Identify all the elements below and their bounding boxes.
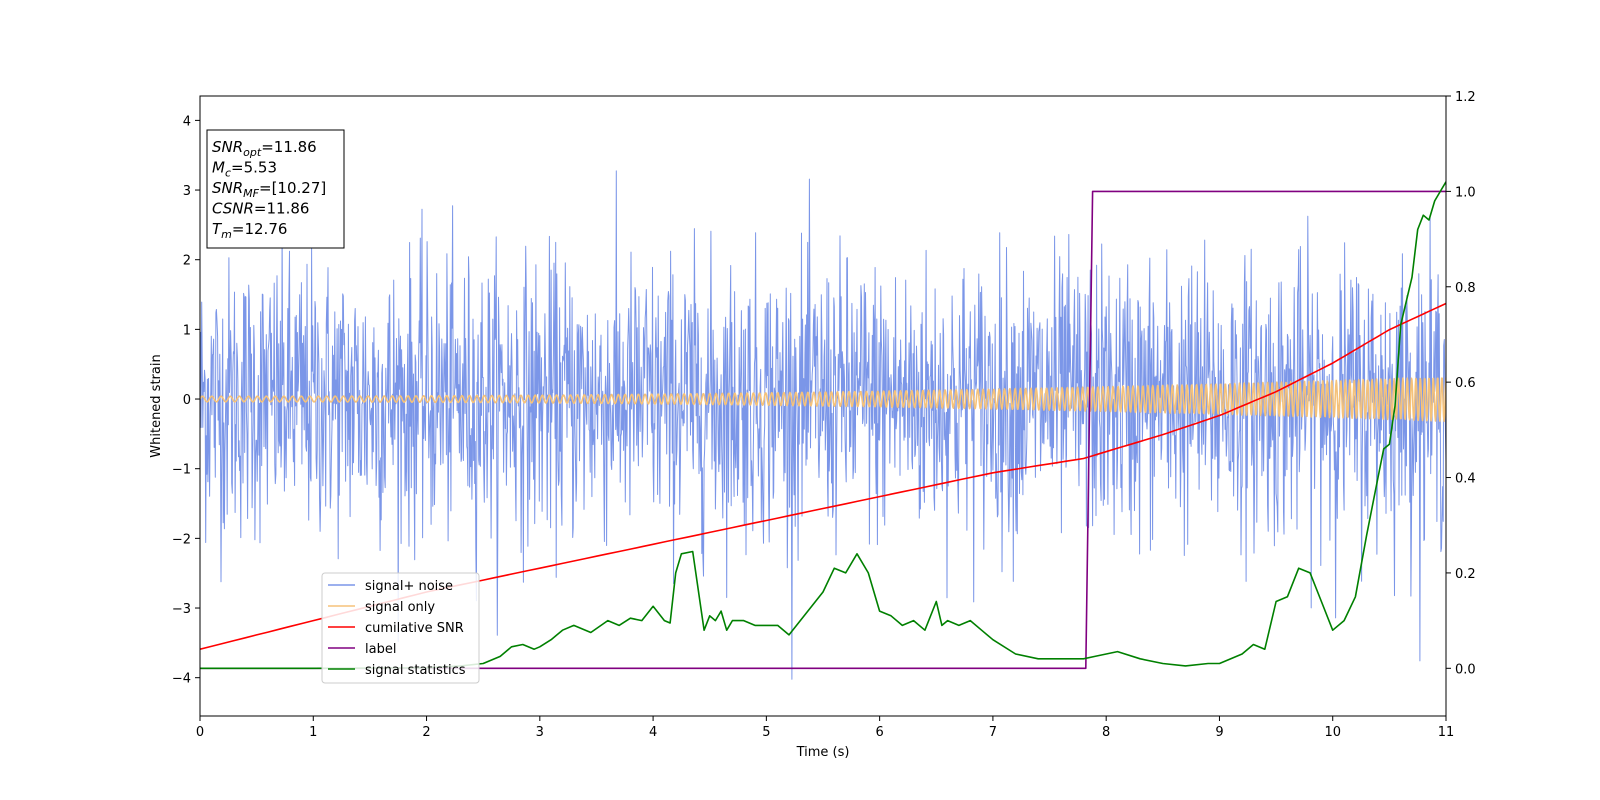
- y-axis-right: 0.0 0.2 0.4 0.6 0.8 1.0 1.2: [1446, 90, 1476, 677]
- y-tick-label: 2: [183, 254, 191, 269]
- x-tick-label: 0: [196, 725, 204, 740]
- y-tick-label: −1: [172, 463, 191, 478]
- legend: signal+ noise signal only cumilative SNR la…: [321, 572, 480, 684]
- legend-entry-1: signal only: [365, 600, 435, 615]
- legend-entry-2: cumilative SNR: [365, 621, 464, 636]
- info-line: Tm=12.76: [212, 220, 287, 241]
- x-tick-label: 2: [422, 725, 430, 740]
- y-tick-label: −4: [172, 672, 191, 687]
- x-tick-label: 7: [989, 725, 997, 740]
- legend-entry-4: signal statistics: [365, 663, 466, 678]
- y-axis-title: Whitened strain: [149, 354, 164, 457]
- x-tick-label: 6: [875, 725, 883, 740]
- series-line-1: [200, 377, 1446, 423]
- x-tick-label: 9: [1215, 725, 1223, 740]
- y-tick-label: −3: [172, 602, 191, 617]
- y2-tick-label: 1.2: [1455, 90, 1476, 105]
- y-tick-label: −2: [172, 532, 191, 547]
- x-tick-label: 1: [309, 725, 317, 740]
- x-axis-title: Time (s): [796, 745, 850, 760]
- x-tick-label: 11: [1438, 725, 1455, 740]
- plot-frame: [199, 95, 1447, 717]
- x-tick-label: 8: [1102, 725, 1110, 740]
- info-line: Mc=5.53: [212, 159, 277, 180]
- legend-frame: [321, 572, 480, 684]
- y2-tick-label: 0.6: [1455, 376, 1476, 391]
- info-line: SNRopt=11.86: [212, 138, 317, 159]
- y-tick-label: 3: [183, 184, 191, 199]
- y2-tick-label: 0.4: [1455, 472, 1476, 487]
- info-box-frame: [206, 129, 345, 249]
- series-line-0: [200, 170, 1446, 680]
- series-line-3: [200, 190, 1446, 670]
- y-axis-left: −4 −3 −2 −1 0 1 2 3 4: [172, 114, 200, 687]
- x-tick-label: 3: [536, 725, 544, 740]
- info-box: SNRopt=11.86Mc=5.53SNRMF=[10.27]CSNR=11.…: [206, 129, 345, 249]
- x-axis: 0 1 2 3 4 5 6 7 8 9 10 11: [196, 716, 1454, 740]
- y2-tick-label: 0.0: [1455, 662, 1476, 677]
- y2-tick-label: 0.8: [1455, 281, 1476, 296]
- y-tick-label: 0: [183, 393, 191, 408]
- y-tick-label: 4: [183, 114, 191, 129]
- legend-entry-3: label: [365, 642, 396, 657]
- x-tick-label: 4: [649, 725, 657, 740]
- y-tick-label: 1: [183, 323, 191, 338]
- y2-tick-label: 0.2: [1455, 567, 1476, 582]
- x-tick-label: 5: [762, 725, 770, 740]
- x-tick-label: 10: [1324, 725, 1341, 740]
- legend-entry-0: signal+ noise: [365, 579, 453, 594]
- y2-tick-label: 1.0: [1455, 185, 1476, 200]
- info-line: CSNR=11.86: [212, 200, 309, 218]
- info-line: SNRMF=[10.27]: [212, 179, 326, 200]
- series-line-4: [200, 181, 1446, 670]
